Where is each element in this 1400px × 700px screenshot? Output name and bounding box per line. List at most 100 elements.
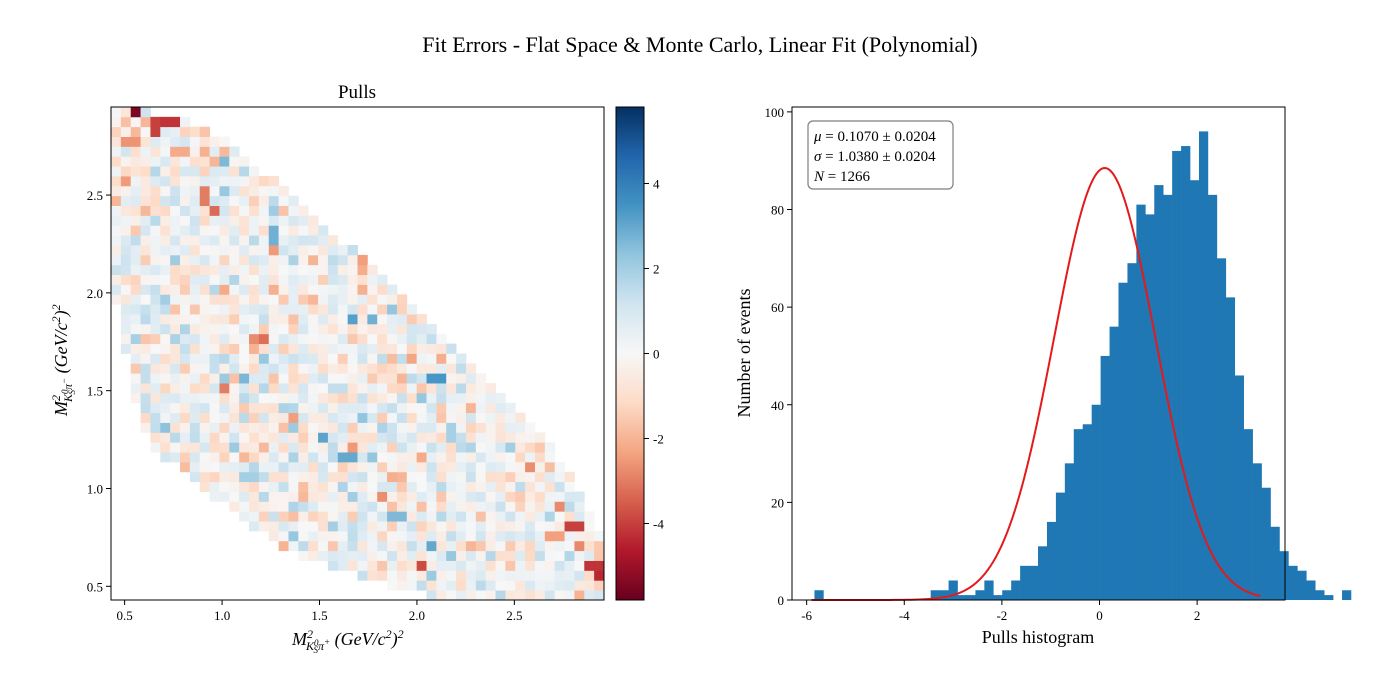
heatmap-cell	[298, 323, 309, 335]
heatmap-cell	[150, 235, 161, 246]
heatmap-cell	[318, 471, 329, 483]
heatmap-cell	[534, 501, 546, 512]
heatmap-cell	[170, 156, 181, 167]
heatmap-cell	[396, 432, 408, 443]
heatmap-cell	[160, 116, 171, 128]
heatmap-cell	[515, 540, 526, 552]
heatmap-cell	[209, 274, 220, 285]
heatmap-cell	[180, 402, 191, 414]
heatmap-cell	[377, 373, 388, 384]
heatmap-cell	[199, 166, 210, 177]
heatmap-cell	[534, 580, 546, 591]
heatmap-cell	[249, 461, 260, 473]
heatmap-cell	[189, 383, 201, 394]
heatmap-cell	[456, 392, 467, 404]
heatmap-cell	[367, 570, 378, 581]
heatmap-cell	[446, 471, 457, 483]
heatmap-title: Pulls	[338, 82, 376, 103]
heatmap-cell	[199, 274, 210, 285]
heatmap-cell	[150, 343, 161, 354]
heatmap-cell	[209, 452, 220, 463]
heatmap-cell	[347, 530, 358, 542]
heatmap-cell	[505, 452, 516, 463]
heatmap-cell	[396, 343, 408, 354]
heatmap-cell	[308, 521, 319, 532]
heatmap-cell	[258, 491, 270, 502]
heatmap-cell	[130, 284, 141, 295]
heatmap-cell	[475, 511, 487, 522]
heatmap-cell	[574, 501, 585, 512]
heatmap-cell	[367, 353, 378, 364]
heatmap-cell	[337, 550, 349, 561]
heatmap-cell	[249, 333, 260, 345]
histogram-bar	[1252, 463, 1262, 600]
heatmap-cell	[387, 383, 398, 394]
heatmap-cell	[495, 540, 506, 552]
heatmap-cell	[288, 294, 299, 305]
heatmap-cell	[258, 461, 270, 473]
heatmap-cell	[426, 501, 437, 512]
heatmap-cell	[456, 442, 467, 453]
heatmap-cell	[189, 185, 201, 197]
heatmap-cell	[337, 254, 349, 266]
heatmap-cell	[485, 491, 496, 502]
heatmap-cell	[406, 540, 418, 552]
heatmap-cell	[396, 501, 408, 512]
heatmap-cell	[534, 432, 546, 443]
histogram-bar	[1181, 146, 1191, 601]
heatmap-cell	[170, 452, 181, 463]
heatmap-cell	[594, 580, 605, 591]
heatmap-cell	[278, 432, 289, 443]
heatmap-cell	[170, 442, 181, 453]
heatmap-cell	[456, 481, 467, 492]
heatmap-cell	[367, 491, 378, 502]
heatmap-cell	[120, 107, 132, 118]
heatmap-cell	[268, 185, 280, 197]
heatmap-cell	[525, 491, 536, 502]
heatmap-cell	[318, 452, 329, 463]
heatmap-cell	[130, 294, 141, 305]
heatmap-cell	[308, 235, 319, 246]
heatmap-cell	[229, 383, 240, 394]
heatmap-cell	[426, 402, 437, 414]
heatmap-cell	[495, 442, 506, 453]
heatmap-cell	[278, 521, 289, 532]
heatmap-cell	[357, 491, 368, 502]
heatmap-cell	[120, 264, 132, 276]
heatmap-cell	[327, 284, 339, 295]
heatmap-cell	[298, 383, 309, 394]
histogram-y-tick-label: 0	[778, 593, 785, 608]
heatmap-cell	[406, 511, 418, 522]
heatmap-cell	[456, 521, 467, 532]
heatmap-cell	[209, 195, 220, 206]
heatmap-cell	[485, 521, 496, 532]
heatmap-cell	[170, 225, 181, 236]
heatmap-cell	[140, 304, 151, 315]
heatmap-cell	[308, 402, 319, 414]
heatmap-cell	[396, 530, 408, 542]
heatmap-cell	[525, 461, 536, 473]
heatmap-cell	[367, 501, 378, 512]
heatmap-cell	[387, 333, 398, 345]
heatmap-cell	[160, 353, 171, 364]
heatmap-cell	[288, 521, 299, 532]
heatmap-x-tick-label: 2.0	[409, 608, 425, 623]
heatmap-cell	[327, 521, 339, 532]
heatmap-cell	[446, 540, 457, 552]
heatmap-cell	[229, 294, 240, 305]
heatmap-cell	[515, 590, 526, 601]
heatmap-cell	[111, 284, 122, 295]
heatmap-cell	[426, 590, 437, 601]
heatmap-cell	[554, 521, 565, 532]
heatmap-cell	[130, 195, 141, 206]
heatmap-cell	[525, 590, 536, 601]
heatmap-cell	[120, 304, 132, 315]
heatmap-cell	[239, 264, 250, 276]
heatmap-cell	[318, 402, 329, 414]
heatmap-cell	[219, 442, 230, 453]
heatmap-cell	[268, 412, 280, 423]
heatmap-frame	[110, 106, 605, 601]
heatmap-cell	[249, 166, 260, 177]
histogram-bar	[1315, 590, 1325, 600]
histogram-bar	[1324, 595, 1334, 600]
